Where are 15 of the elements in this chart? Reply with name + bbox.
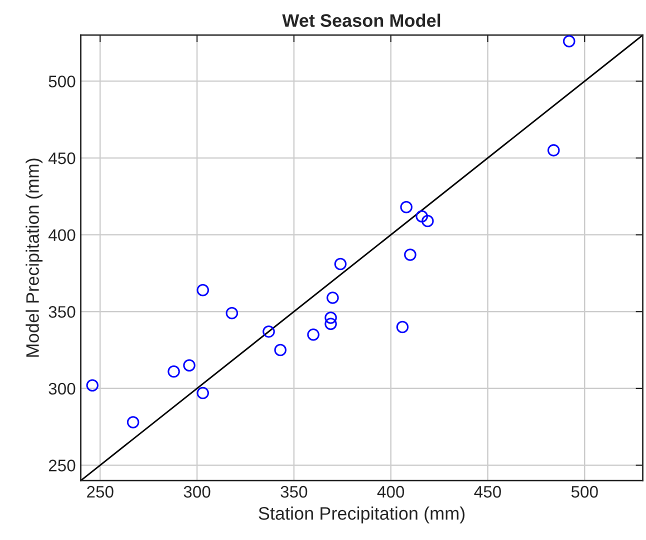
y-tick-label: 450	[48, 152, 76, 164]
y-axis-title: Model Precipitation (mm)	[26, 158, 43, 357]
x-tick-label: 400	[377, 486, 404, 498]
y-tick-label: 250	[48, 460, 76, 472]
x-tick-label: 250	[87, 486, 114, 498]
x-axis-title: Station Precipitation (mm)	[258, 506, 464, 524]
x-tick-label: 350	[280, 486, 308, 498]
y-tick-label: 300	[48, 382, 76, 395]
x-tick-label: 500	[571, 486, 598, 498]
chart-title: Wet Season Model	[282, 14, 440, 27]
y-tick-label: 400	[48, 229, 76, 242]
y-tick-label: 350	[48, 306, 76, 318]
x-tick-label: 450	[474, 486, 501, 498]
x-tick-label: 300	[184, 486, 210, 498]
y-tick-label: 500	[48, 76, 76, 88]
